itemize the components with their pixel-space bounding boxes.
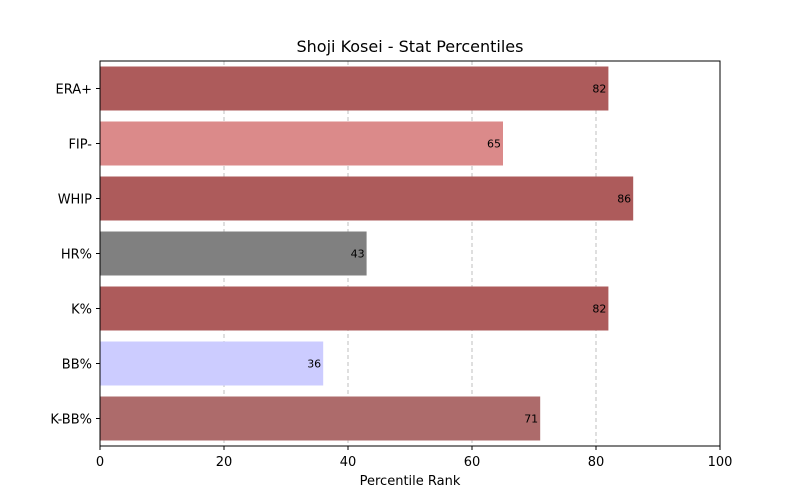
y-tick-label: WHIP: [58, 193, 92, 208]
x-tick-label: 40: [340, 455, 357, 470]
bar: [100, 121, 503, 166]
bar: [100, 286, 609, 331]
bar: [100, 341, 324, 386]
bar: [100, 231, 367, 276]
x-tick-label: 60: [464, 455, 481, 470]
y-tick-label: ERA+: [55, 83, 92, 98]
bar: [100, 396, 541, 441]
y-tick-label: K%: [71, 303, 92, 318]
y-tick-label: BB%: [62, 358, 92, 373]
bar-value-label: 82: [592, 303, 606, 316]
bar-value-label: 86: [617, 193, 631, 206]
chart-title: Shoji Kosei - Stat Percentiles: [297, 37, 524, 56]
bar-value-label: 82: [592, 83, 606, 96]
x-tick-label: 80: [588, 455, 605, 470]
bar-value-label: 65: [487, 138, 501, 151]
x-tick-label: 20: [216, 455, 233, 470]
y-axis: ERA+ FIP- WHIP HR% K% BB% K-BB%: [50, 83, 100, 428]
bar-value-label: 71: [524, 413, 538, 426]
y-tick-label: FIP-: [68, 138, 92, 153]
bar-value-label: 43: [351, 248, 365, 261]
x-tick-label: 0: [96, 455, 104, 470]
bars: 82 65 86 43 82 36 71: [100, 66, 634, 441]
bar: [100, 176, 634, 221]
x-axis: 0 20 40 60 80 100: [96, 446, 733, 470]
x-axis-label: Percentile Rank: [360, 474, 461, 489]
y-tick-label: K-BB%: [50, 413, 92, 428]
x-tick-label: 100: [708, 455, 733, 470]
bar: [100, 66, 609, 111]
y-tick-label: HR%: [61, 248, 92, 263]
bar-value-label: 36: [307, 358, 321, 371]
